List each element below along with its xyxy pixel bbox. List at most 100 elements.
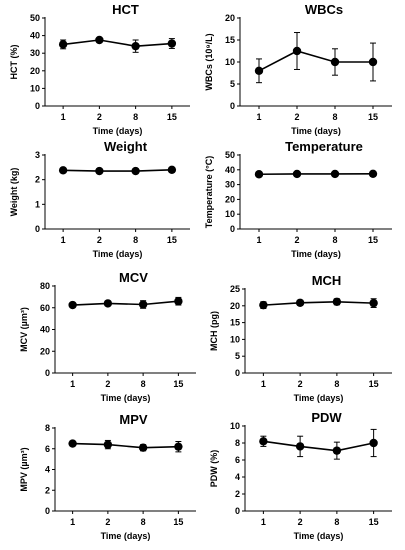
hct-ytick-label: 10 — [30, 83, 40, 93]
pdw-series-line — [263, 440, 374, 452]
mpv-panel: MPV 0 2 4 6 8 1 2 8 15 Time (days) MPV (µm³) — [19, 412, 196, 541]
temperature-xlabel: Time (days) — [291, 249, 341, 259]
mch-xlabel: Time (days) — [294, 393, 344, 403]
pdw-ytick-label: 8 — [235, 438, 240, 448]
temperature-ytick-label: 30 — [225, 180, 235, 190]
temperature-ylabel: Temperature (°C) — [204, 156, 214, 228]
wbcs-data-point — [330, 57, 340, 67]
wbcs-ytick-label: 15 — [225, 35, 235, 45]
wbcs-xtick-label: 15 — [368, 112, 378, 122]
pdw-title: PDW — [311, 410, 342, 425]
hct-ytick-label: 0 — [35, 101, 40, 111]
temperature-data-point — [368, 169, 378, 178]
mch-data-point — [295, 298, 305, 307]
mpv-xtick-label: 2 — [105, 517, 110, 527]
wbcs-xlabel: Time (days) — [291, 126, 341, 136]
temperature-xtick-label: 1 — [256, 235, 261, 245]
mcv-title: MCV — [119, 270, 148, 285]
temperature-xtick-label: 15 — [368, 235, 378, 245]
hct-xlabel: Time (days) — [93, 126, 143, 136]
mpv-series-line — [72, 442, 179, 449]
mpv-ytick-label: 4 — [45, 465, 50, 475]
pdw-xtick-label: 1 — [261, 517, 266, 527]
wbcs-xtick-label: 2 — [294, 112, 299, 122]
mpv-data-point — [103, 440, 113, 449]
temperature-xtick-label: 2 — [294, 235, 299, 245]
hct-data-point — [131, 41, 140, 51]
weight-data-point — [95, 166, 104, 176]
temperature-data-point — [254, 170, 264, 179]
weight-ytick-label: 0 — [35, 224, 40, 234]
wbcs-data-point — [368, 57, 378, 67]
weight-data-point — [131, 166, 140, 176]
pdw-data-point — [295, 442, 305, 451]
mpv-xtick-label: 8 — [141, 517, 146, 527]
hct-ytick-label: 20 — [30, 66, 40, 76]
mcv-data-point — [174, 297, 183, 306]
wbcs-ytick-label: 20 — [225, 13, 235, 23]
hct-panel: HCT 0 10 20 30 40 50 1 2 8 15 Time (days) HCT (%) — [9, 2, 190, 136]
weight-xtick-label: 1 — [61, 235, 66, 245]
mpv-ytick-label: 6 — [45, 444, 50, 454]
mch-ytick-label: 25 — [230, 284, 240, 294]
weight-data-point — [167, 165, 177, 174]
mch-ytick-label: 15 — [230, 318, 240, 328]
mcv-panel: MCV 0 20 40 60 80 1 2 8 15 Time (days) MCV (µm³) — [19, 270, 196, 403]
mpv-data-point — [138, 443, 148, 452]
mch-ytick-label: 5 — [235, 351, 240, 361]
mch-panel: MCH 0 5 10 15 20 25 1 2 8 15 Time (days) MCH (pg) — [209, 273, 392, 403]
temperature-title: Temperature — [285, 139, 363, 154]
temperature-data-point — [330, 169, 340, 179]
wbcs-panel: WBCs 0 5 10 15 20 1 2 8 15 Time (days) WBCs (10⁹/L) — [204, 2, 392, 136]
mpv-xlabel: Time (days) — [101, 531, 151, 541]
pdw-data-point — [332, 446, 342, 455]
mcv-ytick-label: 40 — [40, 325, 50, 335]
hct-ytick-label: 30 — [30, 48, 40, 58]
wbcs-xtick-label: 1 — [256, 112, 261, 122]
mch-data-point — [259, 300, 268, 310]
mcv-ytick-label: 60 — [40, 303, 50, 313]
temperature-ytick-label: 20 — [225, 194, 235, 204]
hct-data-point — [167, 39, 177, 48]
pdw-data-point — [259, 437, 268, 446]
pdw-ytick-label: 10 — [230, 421, 240, 431]
weight-title: Weight — [104, 139, 148, 154]
wbcs-data-point — [292, 46, 302, 56]
temperature-data-point — [292, 169, 302, 179]
weight-xlabel: Time (days) — [93, 249, 143, 259]
mch-xtick-label: 2 — [298, 379, 303, 389]
pdw-data-point — [369, 438, 378, 448]
mpv-title: MPV — [119, 412, 148, 427]
hct-ytick-label: 50 — [30, 13, 40, 23]
weight-xtick-label: 2 — [97, 235, 102, 245]
wbcs-ytick-label: 10 — [225, 57, 235, 67]
wbcs-title: WBCs — [305, 2, 343, 17]
hct-title: HCT — [112, 2, 139, 17]
pdw-ytick-label: 4 — [235, 472, 240, 482]
weight-xtick-label: 15 — [167, 235, 177, 245]
mpv-ytick-label: 0 — [45, 506, 50, 516]
weight-ytick-label: 3 — [35, 150, 40, 160]
hct-xtick-label: 15 — [167, 112, 177, 122]
wbcs-data-point — [254, 66, 264, 76]
hct-ytick-label: 40 — [30, 31, 40, 41]
pdw-ytick-label: 6 — [235, 455, 240, 465]
hct-ylabel: HCT (%) — [9, 45, 19, 80]
mcv-ylabel: MCV (µm³) — [19, 307, 29, 352]
mch-xtick-label: 1 — [261, 379, 266, 389]
mch-ytick-label: 20 — [230, 301, 240, 311]
hct-xtick-label: 1 — [61, 112, 66, 122]
mcv-xlabel: Time (days) — [101, 393, 151, 403]
pdw-xtick-label: 15 — [369, 517, 379, 527]
wbcs-ytick-label: 5 — [230, 79, 235, 89]
mcv-ytick-label: 0 — [45, 368, 50, 378]
mch-xtick-label: 8 — [334, 379, 339, 389]
wbcs-ytick-label: 0 — [230, 101, 235, 111]
weight-data-point — [58, 166, 68, 175]
mpv-xtick-label: 1 — [70, 517, 75, 527]
mcv-data-point — [138, 300, 148, 309]
mch-series-line — [263, 300, 374, 306]
pdw-xlabel: Time (days) — [294, 531, 344, 541]
